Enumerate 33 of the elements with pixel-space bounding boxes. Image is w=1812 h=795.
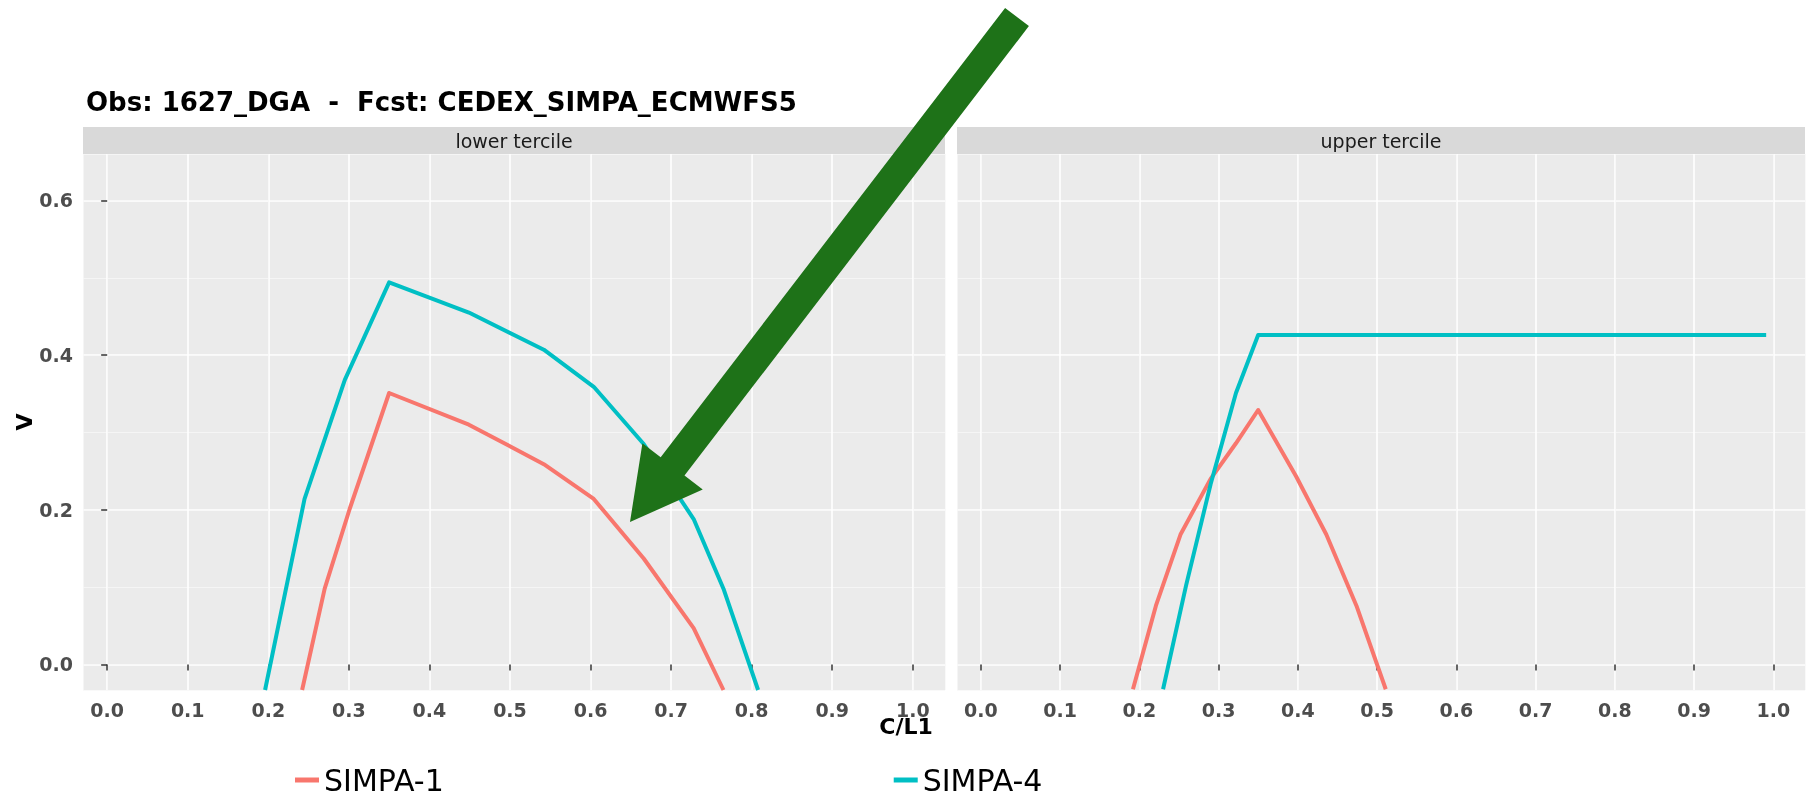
x-tick-label: 0.7 (654, 698, 688, 721)
chart-subtitle: lower tercile (455, 129, 573, 152)
x-tick-label: 0.6 (573, 698, 608, 721)
x-tick-label: 0.5 (1360, 698, 1394, 721)
x-tick-label: 0.1 (170, 698, 205, 721)
x-tick-label: 0.0 (90, 698, 124, 721)
x-tick-label: 0.6 (1439, 698, 1474, 721)
x-tick-label: 0.4 (1280, 698, 1315, 721)
x-tick-label: 0.8 (734, 698, 769, 721)
x-tick-label: 0.7 (1518, 698, 1553, 721)
y-tick-label: 0.6 (39, 189, 73, 212)
x-tick-label: 0.3 (1201, 698, 1236, 721)
x-tick-label: 0.8 (1597, 698, 1632, 721)
x-tick-label: 0.1 (1043, 698, 1077, 721)
legend-label: SIMPA-4 (922, 762, 1043, 795)
y-tick-label: 0.4 (39, 344, 73, 367)
x-tick-label: 0.4 (412, 698, 447, 721)
legend-label: SIMPA-1 (324, 762, 444, 795)
x-tick-label: 0.2 (251, 698, 286, 721)
chart-subtitle: upper tercile (1320, 129, 1442, 152)
x-tick-label: 0.9 (815, 698, 850, 721)
y-axis-title: V (11, 413, 37, 431)
x-tick-label: 0.5 (493, 698, 527, 721)
y-tick-label: 0.0 (39, 653, 73, 676)
x-tick-label: 0.3 (332, 698, 366, 721)
line-series (300, 391, 726, 692)
chart-title: Obs: 1627_DGA - Fcst: CEDEX_SIMPA_ECMWFS5 (86, 87, 797, 117)
x-tick-label: 0.0 (963, 698, 998, 721)
x-tick-label: 1.0 (1756, 698, 1791, 721)
x-tick-label: 0.9 (1677, 698, 1711, 721)
x-tick-label: 0.2 (1122, 698, 1157, 721)
line-series (263, 280, 761, 692)
y-tick-label: 0.2 (39, 498, 73, 521)
